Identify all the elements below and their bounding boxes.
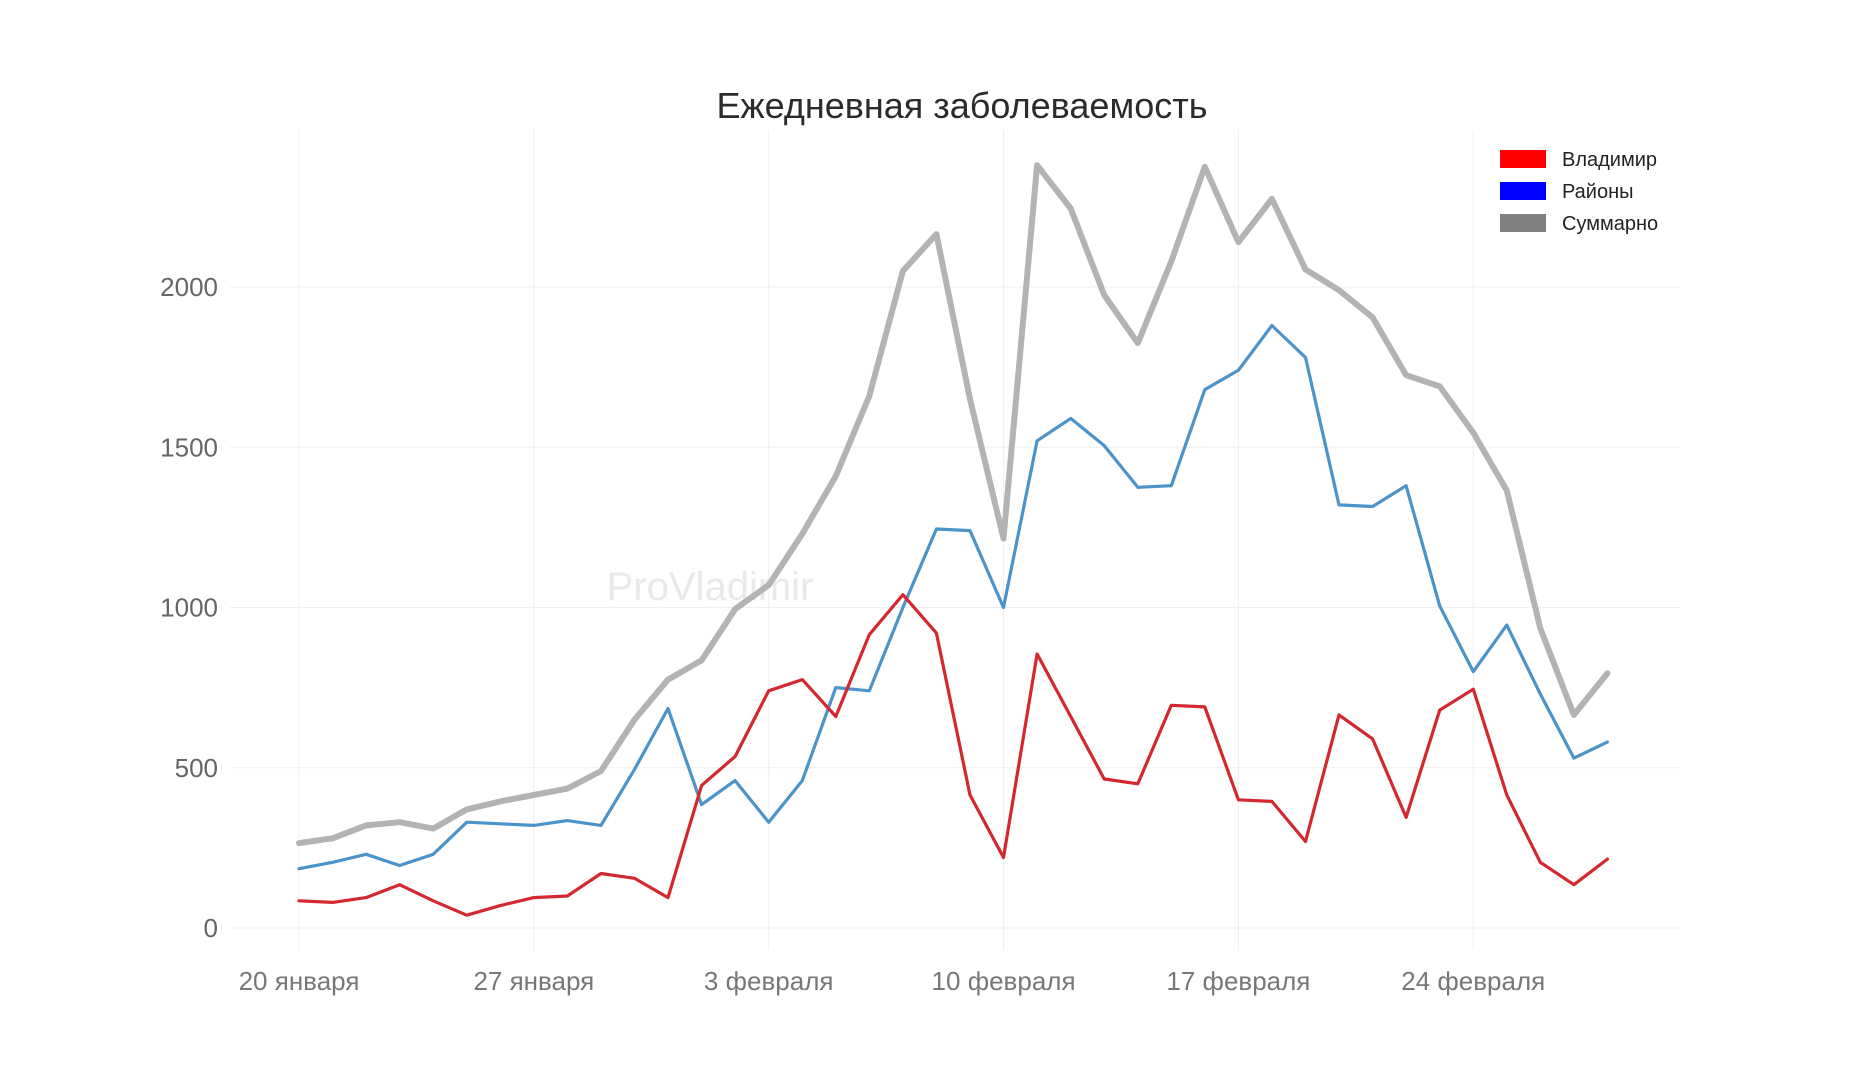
grid	[230, 130, 1680, 950]
series-line-1	[296, 162, 1611, 847]
x-tick-label: 27 января	[473, 966, 594, 996]
series-line-3	[297, 593, 1610, 917]
chart-title: Ежедневная заболеваемость	[717, 85, 1208, 126]
legend-label: Районы	[1562, 181, 1634, 203]
y-tick-label: 2000	[160, 272, 218, 302]
y-tick-label: 1500	[160, 432, 218, 462]
x-tick-label: 10 февраля	[932, 966, 1076, 996]
y-axis-ticks: 0 500 1000 1500 2000	[160, 272, 218, 943]
legend-swatch	[1500, 214, 1546, 232]
x-tick-label: 17 февраля	[1166, 966, 1310, 996]
legend-swatch	[1500, 150, 1546, 168]
y-tick-label: 1000	[160, 593, 218, 623]
y-tick-label: 0	[204, 913, 218, 943]
series-lines	[296, 162, 1611, 917]
legend: Владимир Районы Суммарно	[1500, 149, 1658, 235]
watermark-text: ProVladimir	[607, 565, 814, 609]
y-tick-label: 500	[175, 753, 218, 783]
x-tick-label: 3 февраля	[704, 966, 834, 996]
legend-label: Суммарно	[1562, 213, 1658, 235]
legend-label: Владимир	[1562, 149, 1657, 171]
x-axis-ticks: 20 января 27 января 3 февраля 10 февраля 17 …	[239, 966, 1546, 996]
series-line-2	[297, 323, 1610, 871]
legend-swatch	[1500, 182, 1546, 200]
x-tick-label: 24 февраля	[1401, 966, 1545, 996]
x-tick-label: 20 января	[239, 966, 360, 996]
